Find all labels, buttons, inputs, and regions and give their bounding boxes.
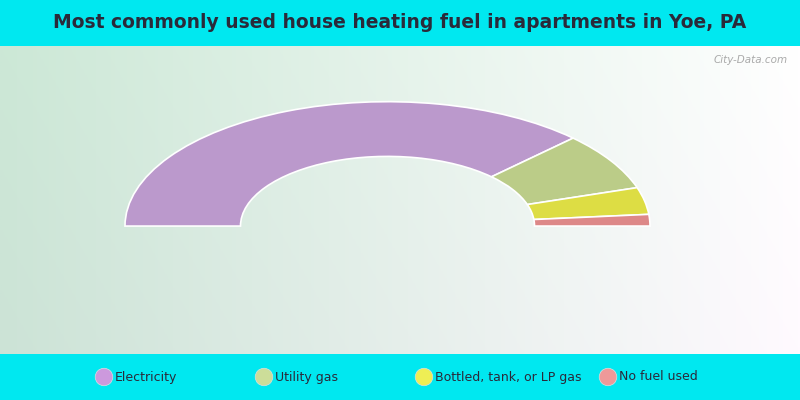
Text: Most commonly used house heating fuel in apartments in Yoe, PA: Most commonly used house heating fuel in… <box>54 14 746 32</box>
Ellipse shape <box>599 368 617 386</box>
Wedge shape <box>527 188 649 220</box>
Ellipse shape <box>415 368 433 386</box>
Text: No fuel used: No fuel used <box>619 370 698 384</box>
Text: Electricity: Electricity <box>115 370 178 384</box>
Ellipse shape <box>95 368 113 386</box>
Wedge shape <box>491 138 637 204</box>
Ellipse shape <box>255 368 273 386</box>
Text: Bottled, tank, or LP gas: Bottled, tank, or LP gas <box>435 370 582 384</box>
Text: Utility gas: Utility gas <box>275 370 338 384</box>
Text: City-Data.com: City-Data.com <box>714 56 787 66</box>
Wedge shape <box>534 214 650 226</box>
Wedge shape <box>125 102 573 226</box>
